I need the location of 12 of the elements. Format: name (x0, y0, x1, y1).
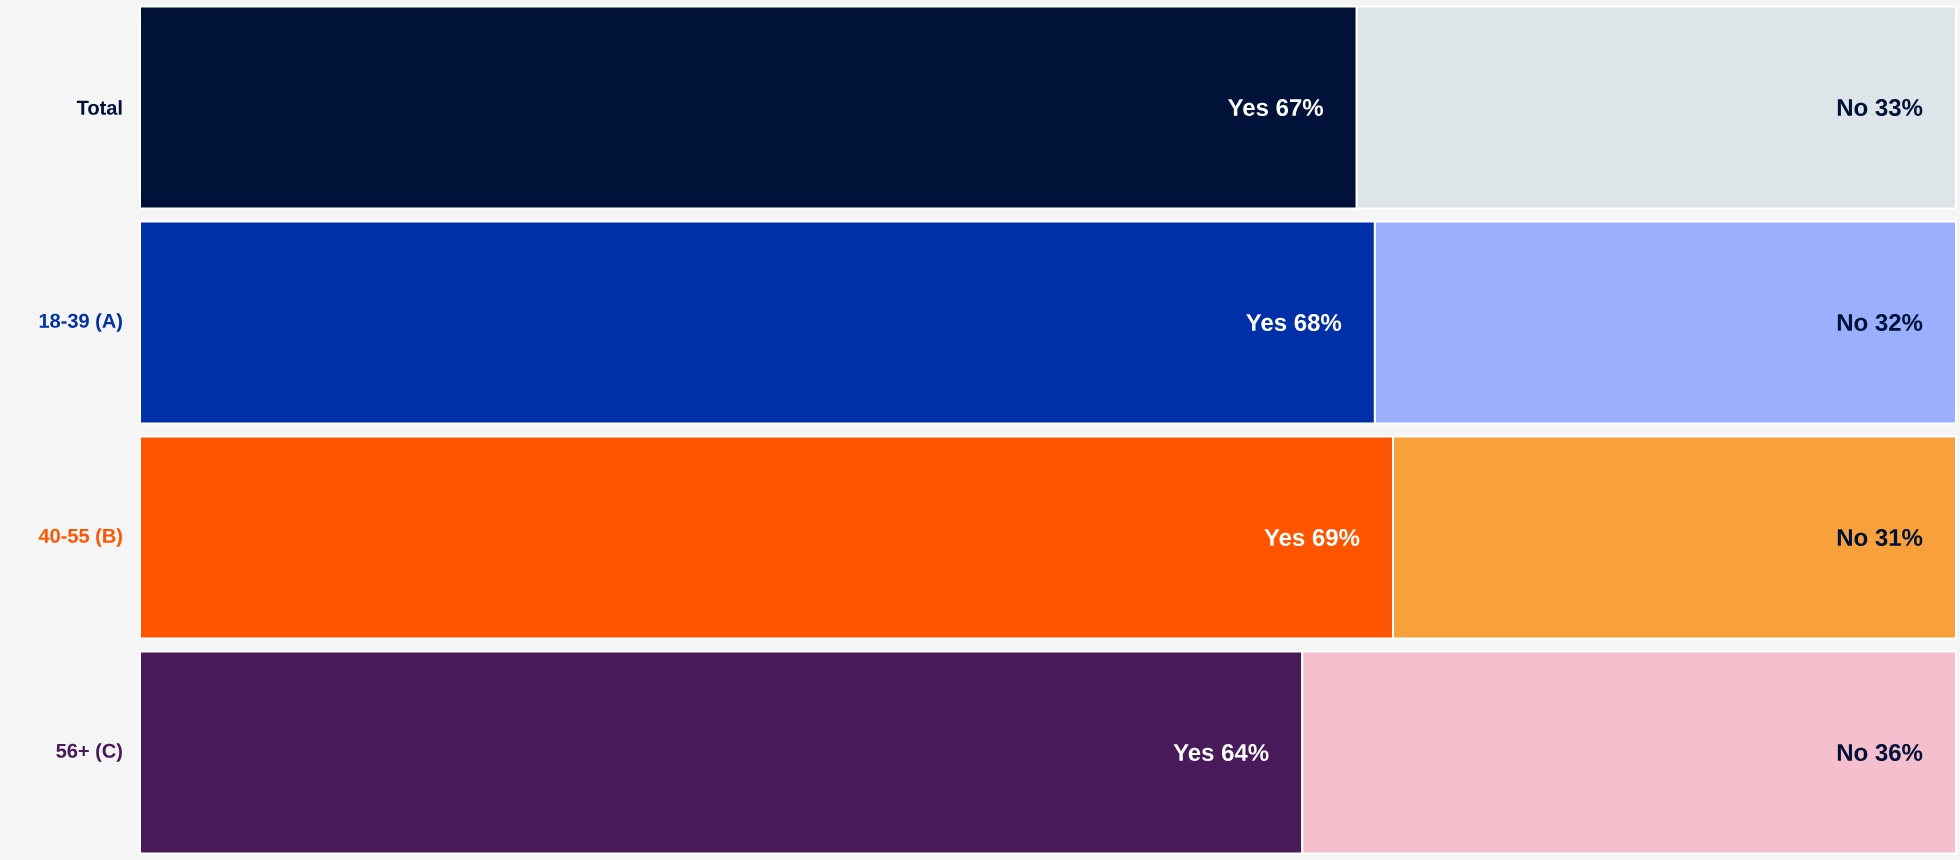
y-tick-label: 56+ (C) (56, 743, 122, 762)
data-label: No 33% (1837, 98, 1923, 117)
data-label: No 36% (1837, 743, 1923, 762)
data-label: Yes 68% (1246, 314, 1342, 331)
data-label: Yes 69% (1264, 529, 1360, 546)
y-tick-label: Total (76, 100, 122, 115)
data-label: Yes 67% (1227, 99, 1323, 116)
y-tick-label: 18-39 (A) (39, 313, 122, 332)
data-label: Yes 64% (1173, 744, 1269, 761)
data-label: No 31% (1837, 528, 1923, 547)
y-tick-label: 40-55 (B) (38, 528, 122, 547)
data-label: No 32% (1837, 313, 1923, 332)
